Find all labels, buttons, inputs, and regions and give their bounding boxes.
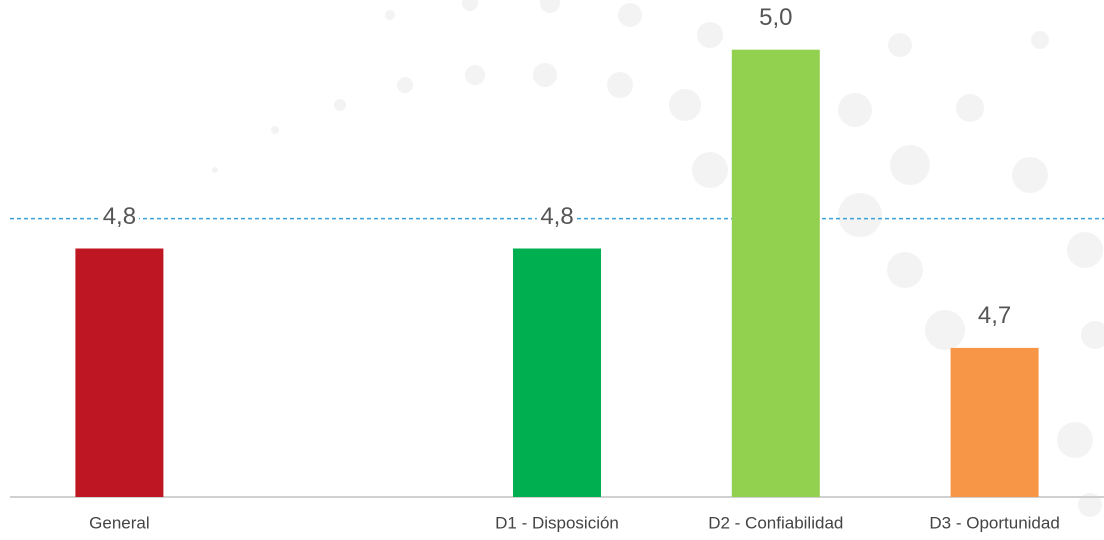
value-label: 4,8 [540, 203, 573, 230]
x-tick-label: D2 - Confiabilidad [708, 513, 843, 532]
x-tick-label: D3 - Oportunidad [929, 513, 1059, 532]
value-label: 4,7 [978, 302, 1011, 329]
bar [75, 248, 164, 497]
value-label: 4,8 [103, 203, 136, 230]
bar [513, 248, 601, 497]
value-label: 5,0 [759, 4, 792, 31]
bar [731, 49, 820, 497]
background-dots [212, 0, 1104, 517]
x-tick-label: D1 - Disposición [495, 513, 619, 532]
bar [950, 347, 1039, 497]
x-tick-label: General [89, 513, 149, 532]
